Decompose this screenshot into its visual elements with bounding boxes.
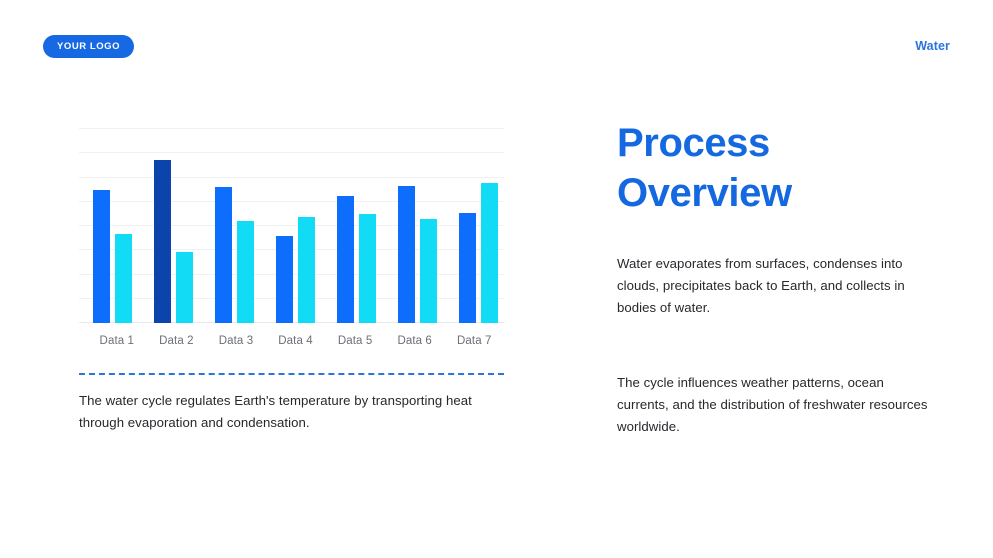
- chart-bar: [298, 216, 315, 323]
- right-content-column: Process Overview Water evaporates from s…: [617, 118, 937, 438]
- chart-x-axis-labels: Data 1 Data 2 Data 3 Data 4 Data 5 Data 6 Data…: [79, 335, 504, 347]
- chart-bar: [215, 186, 232, 323]
- chart-bar: [359, 213, 376, 323]
- page-title-line-1: Process: [617, 121, 770, 165]
- chart-caption: The water cycle regulates Earth's temper…: [79, 393, 472, 430]
- body-paragraph-1: Water evaporates from surfaces, condense…: [617, 256, 905, 315]
- bar-group: [215, 186, 254, 323]
- chart-x-label: Data 5: [337, 335, 373, 347]
- chart-gridline: [79, 225, 504, 226]
- bar-group: [398, 185, 437, 323]
- page-title-line-2: Overview: [617, 171, 792, 215]
- bar-group: [93, 190, 132, 323]
- chart-bars: [79, 128, 504, 323]
- bar-group: [459, 182, 498, 323]
- dashed-divider: [79, 373, 504, 375]
- chart-gridline: [79, 128, 504, 129]
- chart-bar: [481, 182, 498, 323]
- chart-bar: [154, 160, 171, 323]
- chart-x-label: Data 1: [99, 335, 135, 347]
- chart-x-label: Data 2: [159, 335, 194, 347]
- bar-group: [276, 216, 315, 323]
- chart-x-label: Data 6: [397, 335, 432, 347]
- chart-x-label: Data 3: [218, 335, 254, 347]
- chart-bar: [176, 251, 193, 323]
- bar-chart: Data 1 Data 2 Data 3 Data 4 Data 5 Data 6 Data…: [79, 128, 504, 347]
- chart-plot-area: [79, 128, 504, 323]
- page-title: Process Overview: [617, 118, 937, 218]
- chart-bar: [93, 190, 110, 323]
- chart-bar: [237, 220, 254, 323]
- chart-gridline: [79, 152, 504, 154]
- chart-x-label: Data 7: [457, 335, 492, 347]
- logo-label: YOUR LOGO: [57, 41, 121, 52]
- chart-bar: [459, 212, 476, 323]
- chart-bar: [398, 185, 415, 323]
- chart-gridline: [79, 176, 504, 178]
- chart-x-label: Data 4: [278, 335, 313, 347]
- bar-group: [154, 160, 193, 323]
- body-paragraph-2: The cycle influences weather patterns, o…: [617, 375, 928, 434]
- chart-bar: [420, 218, 437, 323]
- bar-group: [337, 196, 376, 323]
- chart-bar: [337, 196, 354, 323]
- logo-badge[interactable]: YOUR LOGO: [43, 35, 135, 58]
- chart-bar: [276, 236, 293, 323]
- chart-gridline: [79, 200, 504, 202]
- chart-bar: [115, 234, 132, 323]
- topic-label: Water: [915, 39, 950, 53]
